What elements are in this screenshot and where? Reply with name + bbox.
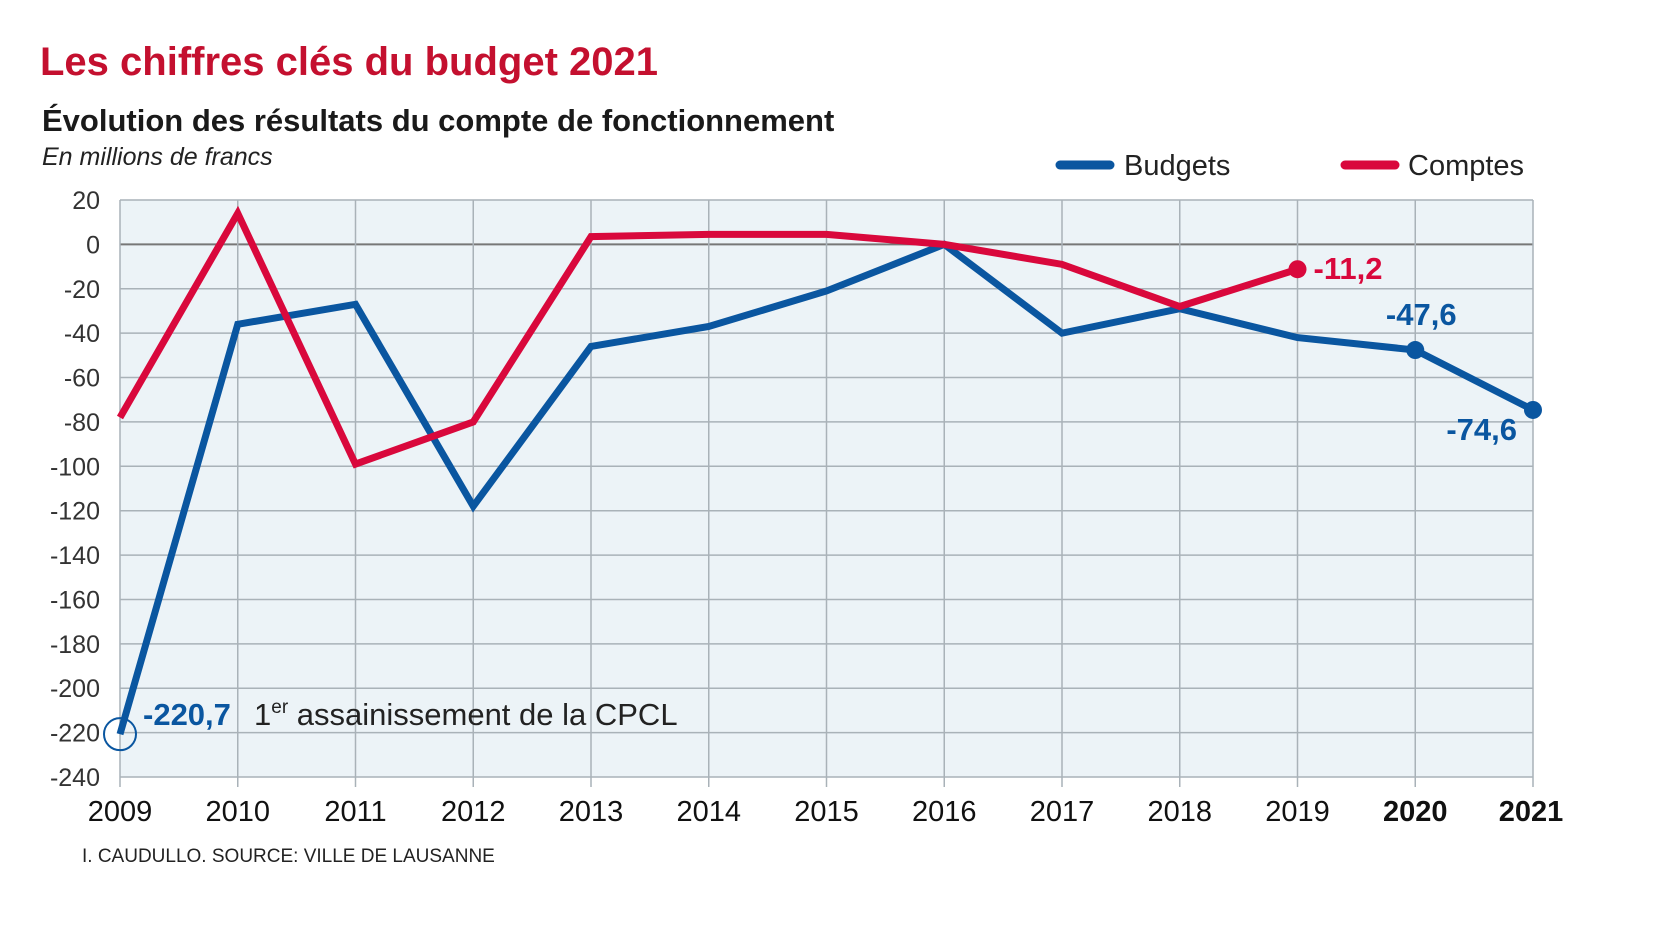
legend-label: Comptes [1408,150,1524,182]
x-tick-label: 2015 [794,796,859,828]
data-point-marker [1524,400,1542,419]
chart-title: Les chiffres clés du budget 2021 [40,40,658,84]
x-tick-label: 2011 [324,796,386,828]
data-label: -220,7 [143,697,231,732]
annotation-sup: er [271,697,289,718]
x-tick-label: 2016 [912,796,977,828]
y-tick-label: -140 [50,542,100,570]
data-label: -74,6 [1446,412,1517,447]
highlight-circle [103,717,137,752]
x-tick-label: 2020 [1383,796,1448,828]
plot-area: 20 0 -20 -40 -60 -80 -100 -120 -140 -160 -180 -200 -… [50,187,1563,828]
x-tick-label: 2013 [559,796,624,828]
y-tick-label: 0 [86,231,100,259]
legend-label: Budgets [1124,150,1230,182]
y-tick-label: -100 [50,453,100,481]
annotation-num: 1 [254,697,271,732]
x-tick-label: 2019 [1265,796,1330,828]
series-line-comptes [116,205,1299,469]
x-tick-label: 2017 [1030,796,1095,828]
chart-subtitle: Évolution des résultats du compte de fon… [42,103,834,138]
annotation-note: 1er assainissement de la CPCL [254,697,678,732]
y-tick-label: -40 [64,320,100,348]
y-tick-label: -240 [50,764,100,792]
y-tick-label: -180 [50,631,100,659]
x-tick-label: 2014 [676,796,741,828]
y-tick-label: -20 [64,276,100,304]
x-tick-label: 2018 [1147,796,1212,828]
legend: Budgets Comptes [1055,150,1524,182]
y-tick-label: -80 [64,409,100,437]
y-tick-label: -120 [50,498,100,526]
series-line-budgets [116,240,1535,736]
y-tick-label: -160 [50,586,100,614]
y-tick-label: -200 [50,675,100,703]
x-tick-label: 2009 [88,796,153,828]
x-tick-label: 2021 [1499,796,1564,828]
data-point-marker [1406,341,1425,360]
data-point-marker [1288,260,1307,279]
y-tick-label: -60 [64,365,100,393]
unit-label: En millions de francs [42,143,273,171]
y-tick-label: 20 [72,187,100,215]
source-note: I. CAUDULLO. SOURCE: VILLE DE LAUSANNE [82,846,495,867]
annotation-text: assainissement de la CPCL [288,697,677,732]
x-tick-label: 2010 [205,796,270,828]
x-tick-label: 2012 [441,796,506,828]
data-label: -47,6 [1386,297,1457,332]
data-label: -11,2 [1314,251,1383,286]
y-tick-label: -220 [50,720,100,748]
